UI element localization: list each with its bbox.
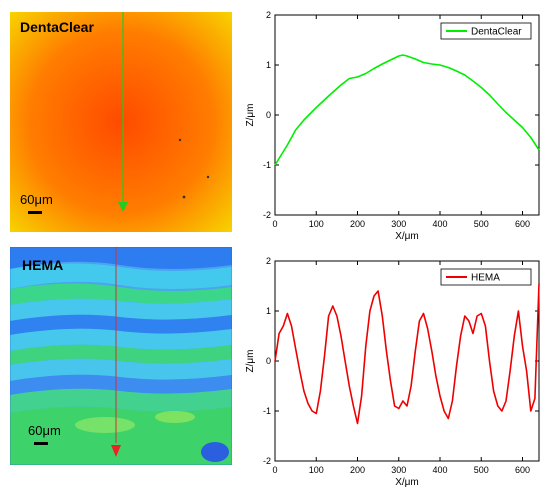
dentaclear-y-tick-label: -2 [263,210,271,220]
dentaclear-y-tick-label: 0 [266,110,271,120]
hema-legend-label: HEMA [471,273,500,284]
dentaclear-legend-label: DentaClear [471,27,522,38]
hema-arrow-icon [111,445,121,457]
dentaclear-micrograph: DentaClear 60μm [10,12,232,232]
dentaclear-arrow-icon [118,202,128,212]
hema-y-tick-label: 0 [266,356,271,366]
hema-profile-chart: 0 100 200 300 400 500 600 -2 -1 0 1 2 X/μm Z/μm HEMA [245,256,540,487]
dentaclear-image-label: DentaClear [20,19,94,35]
hema-y-tick-label: -2 [263,456,271,466]
dentaclear-scale-bar [28,211,42,214]
hema-y-tick-label: 2 [266,256,271,266]
dentaclear-legend [440,22,532,40]
dentaclear-x-axis-label: X/μm [395,231,419,242]
hema-y-tick-label: -1 [263,406,271,416]
hema-x-tick-label: 0 [272,465,277,475]
hema-x-tick-label: 600 [515,465,530,475]
hema-x-tick-label: 500 [474,465,489,475]
dentaclear-y-tick-label: -1 [263,160,271,170]
hema-x-tick-label: 300 [391,465,406,475]
dentaclear-series-line [274,54,540,166]
hema-x-tick-label: 200 [350,465,365,475]
hema-micrograph: HEMA 60μm [10,247,232,465]
dentaclear-profile-chart: 0 100 200 300 400 500 600 -2 -1 0 1 2 X/μm Z/μm DentaC… [245,10,540,242]
hema-x-tick-label: 100 [309,465,324,475]
dentaclear-x-tick-label: 600 [515,219,530,229]
hema-x-tick-label: 400 [432,465,447,475]
dentaclear-y-tick-label: 1 [266,60,271,70]
hema-legend [440,268,532,286]
hema-image-label: HEMA [22,257,64,273]
dentaclear-x-tick-label: 200 [350,219,365,229]
dentaclear-x-tick-label: 400 [432,219,447,229]
dentaclear-x-tick-label: 100 [309,219,324,229]
hema-x-axis-label: X/μm [395,477,419,487]
dentaclear-plot-frame [274,14,540,216]
dentaclear-y-tick-label: 2 [266,10,271,20]
hema-series-line [274,283,540,425]
dentaclear-scale-text: 60μm [20,192,53,207]
dentaclear-x-tick-label: 300 [391,219,406,229]
hema-height-map [10,247,232,465]
hema-scale-bar [34,442,48,445]
dentaclear-y-axis-label: Z/μm [245,104,256,127]
hema-y-axis-label: Z/μm [245,350,256,373]
dentaclear-height-map [10,12,232,232]
dentaclear-x-tick-label: 500 [474,219,489,229]
hema-scale-text: 60μm [28,423,61,438]
hema-plot-frame [274,260,540,462]
hema-y-tick-label: 1 [266,306,271,316]
dentaclear-x-tick-label: 0 [272,219,277,229]
